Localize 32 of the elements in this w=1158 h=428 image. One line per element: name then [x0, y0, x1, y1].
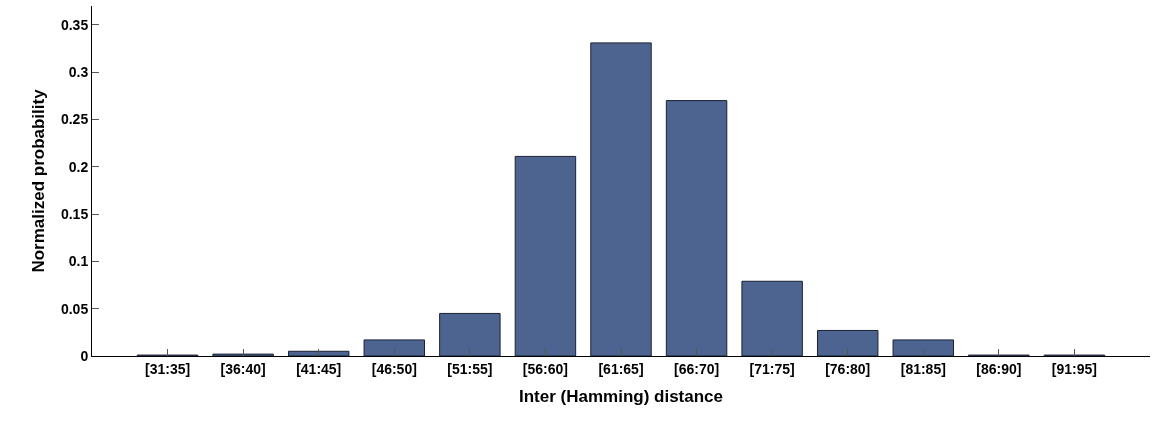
y-tick-label: 0.15 [60, 206, 89, 223]
x-tick-label: [51:55] [447, 360, 493, 377]
x-tick-label: [66:70] [674, 360, 720, 377]
x-tick-label: [46:50] [371, 360, 417, 377]
x-tick-label: [41:45] [296, 360, 342, 377]
bar [363, 339, 426, 356]
x-tick-label: [86:90] [976, 360, 1022, 377]
x-tick-label: [36:40] [220, 360, 266, 377]
y-tick-label: 0.05 [60, 300, 89, 317]
bar [287, 350, 350, 356]
bar [741, 280, 803, 356]
bar [514, 155, 577, 356]
x-tick-label: [71:75] [749, 360, 795, 377]
y-axis-title: Normalized probability [28, 88, 48, 273]
x-tick-label: [76:80] [825, 360, 871, 377]
y-tick-label: 0 [80, 347, 89, 364]
x-tick-label: [56:60] [522, 360, 568, 377]
y-tick-label: 0.1 [68, 253, 89, 270]
bar [590, 42, 652, 356]
y-tick-label: 0.35 [60, 16, 89, 33]
y-tick-label: 0.25 [60, 111, 89, 128]
x-tick-label: [31:35] [145, 360, 191, 377]
y-tick-label: 0.2 [68, 158, 89, 175]
x-tick-label: [81:85] [900, 360, 946, 377]
x-axis-title: Inter (Hamming) distance [518, 387, 724, 407]
x-tick-label: [91:95] [1051, 360, 1097, 377]
bar [816, 329, 879, 356]
x-tick-label: [61:65] [598, 360, 644, 377]
y-tick-label: 0.3 [68, 64, 89, 81]
bar [892, 339, 955, 356]
bar [665, 100, 728, 356]
bar [439, 312, 501, 356]
